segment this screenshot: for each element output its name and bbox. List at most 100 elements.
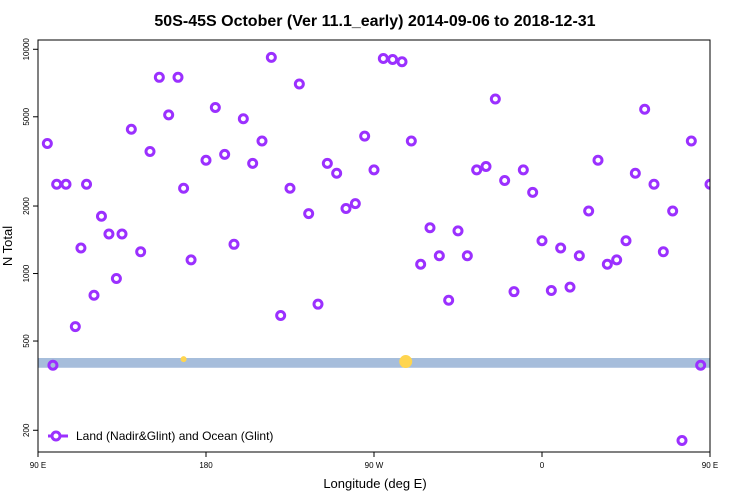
data-point <box>667 205 679 217</box>
data-point <box>153 71 165 83</box>
y-axis-label: N Total <box>0 226 15 266</box>
band-marker <box>180 356 187 363</box>
data-point <box>275 309 287 321</box>
data-point <box>69 321 81 333</box>
data-point <box>648 178 660 190</box>
data-point <box>321 157 333 169</box>
data-point <box>704 178 710 190</box>
data-point <box>178 182 190 194</box>
legend-label: Land (Nadir&Glint) and Ocean (Glint) <box>76 429 273 443</box>
data-point <box>209 102 221 114</box>
x-axis-label: Longitude (deg E) <box>323 476 426 491</box>
y-tick-label: 200 <box>22 423 31 437</box>
data-point <box>480 161 492 173</box>
data-point <box>499 174 511 186</box>
data-point <box>284 182 296 194</box>
data-point <box>517 164 529 176</box>
data-point <box>601 258 613 270</box>
data-point <box>81 178 93 190</box>
data-point <box>545 285 557 297</box>
legend-marker <box>50 430 62 442</box>
data-point <box>620 235 632 247</box>
data-point <box>256 135 268 147</box>
data-point <box>312 298 324 310</box>
data-point <box>592 154 604 166</box>
data-point <box>387 54 399 66</box>
data-point <box>489 93 501 105</box>
data-point <box>676 435 688 447</box>
data-point <box>443 294 455 306</box>
data-point <box>51 178 63 190</box>
x-tick-label: 90 W <box>365 461 384 470</box>
data-point <box>743 180 750 188</box>
data-point <box>695 359 707 371</box>
data-point <box>734 244 742 252</box>
plot-inner <box>38 51 750 447</box>
plot-frame <box>37 39 711 453</box>
data-point <box>303 208 315 220</box>
data-point <box>237 113 249 125</box>
data-point <box>144 146 156 158</box>
data-point <box>461 250 473 262</box>
data-point <box>424 222 436 234</box>
data-point <box>611 254 623 266</box>
data-point <box>116 228 128 240</box>
data-point <box>293 78 305 90</box>
band <box>38 358 710 368</box>
data-point <box>583 205 595 217</box>
data-point <box>200 154 212 166</box>
data-point <box>247 157 259 169</box>
data-point <box>405 135 417 147</box>
data-point <box>265 51 277 63</box>
data-point <box>639 103 651 115</box>
data-point <box>110 273 122 285</box>
y-tick-label: 500 <box>22 334 31 348</box>
data-point <box>349 198 361 210</box>
data-point <box>47 359 59 371</box>
chart-title: 50S-45S October (Ver 11.1_early) 2014-09… <box>154 13 595 30</box>
data-point <box>685 135 697 147</box>
legend: Land (Nadir&Glint) and Ocean (Glint) <box>48 429 273 443</box>
data-point <box>715 180 723 188</box>
data-point <box>163 109 175 121</box>
data-point <box>185 254 197 266</box>
band-marker <box>399 355 413 369</box>
data-point <box>331 167 343 179</box>
y-tick-label: 2000 <box>22 197 31 215</box>
plot-area: 90 E 180 90 W 0 90 E 200 500 1000 2000 5000 10000 <box>22 38 750 470</box>
band-marker <box>741 356 746 361</box>
data-point <box>95 210 107 222</box>
data-point <box>41 138 53 150</box>
data-point <box>508 286 520 298</box>
data-point <box>573 250 585 262</box>
data-point <box>340 202 352 214</box>
data-point <box>377 52 389 64</box>
data-point <box>725 323 733 331</box>
data-point <box>657 246 669 258</box>
x-tick-label: 0 <box>540 461 545 470</box>
data-point <box>219 148 231 160</box>
data-point <box>60 178 72 190</box>
x-tick-label: 90 E <box>30 461 46 470</box>
data-point <box>135 246 147 258</box>
data-point <box>415 258 427 270</box>
data-point <box>527 186 539 198</box>
data-point <box>555 242 567 254</box>
y-tick-label: 10000 <box>22 38 31 61</box>
data-point <box>228 238 240 250</box>
data-point <box>471 164 483 176</box>
y-tick-label: 1000 <box>22 264 31 282</box>
data-point <box>368 164 380 176</box>
data-point <box>172 71 184 83</box>
data-point <box>103 228 115 240</box>
data-point <box>564 281 576 293</box>
data-point <box>396 56 408 68</box>
x-tick-label: 180 <box>199 461 213 470</box>
data-point <box>125 123 137 135</box>
data-point <box>629 167 641 179</box>
data-point <box>75 242 87 254</box>
x-tick-label: 90 E <box>702 461 718 470</box>
data-point <box>433 250 445 262</box>
data-point <box>88 289 100 301</box>
